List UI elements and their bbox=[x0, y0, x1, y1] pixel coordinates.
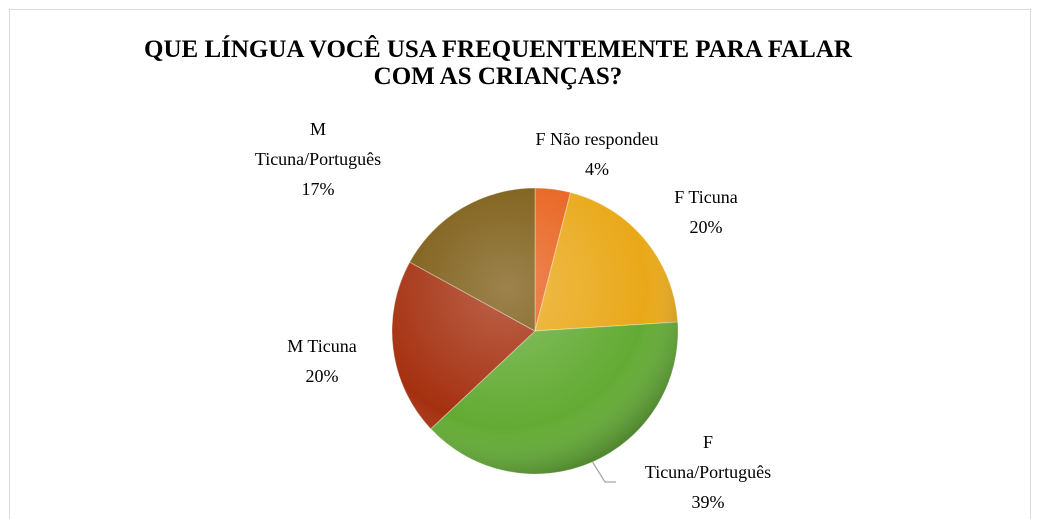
percent-label: 39% bbox=[691, 492, 725, 512]
category-name: M Ticuna/Português bbox=[254, 119, 382, 169]
category-name: F Ticuna/Português bbox=[644, 432, 772, 482]
percent-label: 4% bbox=[584, 159, 609, 179]
category-name: F Ticuna bbox=[674, 187, 738, 207]
slice-label: M Ticuna 20% bbox=[287, 331, 357, 391]
percent-label: 20% bbox=[689, 217, 723, 237]
percent-label: 17% bbox=[301, 179, 335, 199]
chart-title: QUE LÍNGUA VOCÊ USA FREQUENTEMENTE PARA … bbox=[144, 36, 852, 90]
slice-label: M Ticuna/Português 17% bbox=[251, 114, 386, 204]
chart-frame bbox=[9, 9, 1031, 519]
slice-label: F Ticuna/Português 39% bbox=[641, 427, 776, 517]
percent-label: 20% bbox=[305, 366, 339, 386]
slice-label: F Ticuna 20% bbox=[674, 182, 738, 242]
category-name: F Não respondeu bbox=[535, 129, 659, 149]
slice-label: F Não respondeu 4% bbox=[536, 124, 659, 184]
category-name: M Ticuna bbox=[287, 336, 357, 356]
